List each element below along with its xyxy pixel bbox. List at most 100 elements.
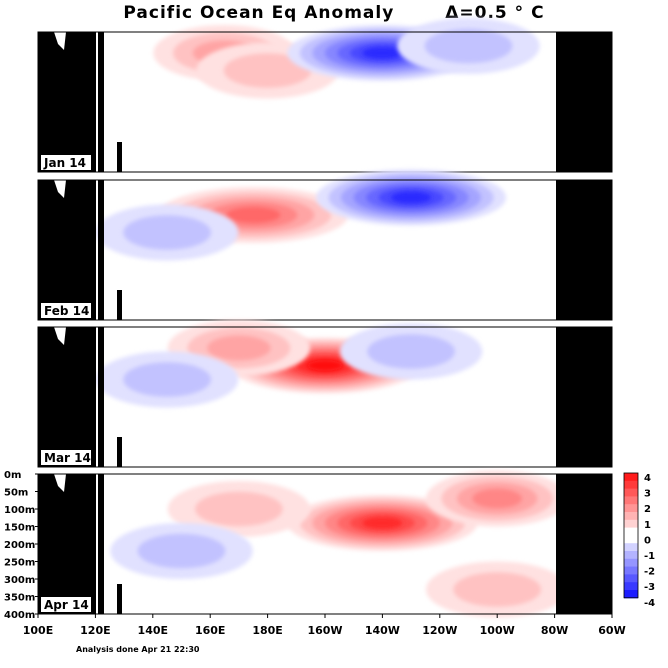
colorbar-segment	[624, 519, 638, 529]
land-strip	[98, 180, 104, 320]
anomaly-cold	[110, 523, 253, 579]
contour-level	[137, 533, 226, 569]
x-tick-label: 120W	[422, 624, 457, 637]
colorbar-tick-label: 3	[644, 489, 651, 500]
sea-gap	[104, 288, 116, 320]
y-tick-label: 300m	[4, 575, 35, 586]
anomaly-cold	[95, 204, 239, 261]
panel-label: Feb 14	[44, 304, 89, 318]
panel-label: Apr 14	[44, 598, 89, 612]
colorbar-segment	[624, 480, 638, 490]
contour-level	[367, 334, 455, 369]
coast-notch	[54, 327, 66, 345]
x-tick-label: 140E	[138, 624, 168, 637]
coast-notch	[54, 474, 66, 492]
land-strip	[98, 327, 104, 467]
colorbar-frame	[623, 472, 639, 599]
colorbar-segment	[624, 590, 638, 599]
colorbar-segment	[624, 473, 638, 482]
contour-level	[226, 207, 281, 223]
land-mask-west	[38, 32, 96, 172]
contour-level	[123, 362, 211, 397]
x-tick-label: 160E	[195, 624, 225, 637]
colorbar-tick-label: -1	[644, 551, 655, 562]
panel-frame	[37, 31, 613, 173]
island-bar	[117, 290, 122, 320]
anomaly-cold	[95, 351, 239, 408]
anomaly-warm	[167, 481, 311, 537]
anomaly-cold	[316, 169, 507, 226]
contour-level	[362, 47, 403, 59]
y-tick-label: 50m	[4, 488, 28, 499]
land-strip	[98, 32, 104, 172]
panel-label-box	[41, 155, 91, 170]
colorbar-tick-label: -2	[644, 567, 655, 578]
contour-level	[207, 335, 271, 361]
coast-notch	[54, 180, 66, 198]
sea-gap	[104, 435, 116, 467]
chart-title: Pacific Ocean Eq Anomaly Δ=0.5 ° C	[0, 3, 668, 23]
contour-level	[391, 191, 432, 204]
contour-level	[424, 28, 513, 64]
colorbar-segment	[624, 512, 638, 521]
colorbar-segment	[624, 496, 638, 505]
panel-frame	[37, 326, 613, 468]
contour-level	[453, 572, 542, 607]
land-mask-east	[556, 474, 612, 614]
panel-label: Mar 14	[44, 451, 91, 465]
land-mask-west	[38, 180, 96, 320]
contour-level	[195, 491, 283, 527]
panel-label: Jan 14	[43, 156, 86, 170]
land-mask-east	[556, 180, 612, 320]
panel-feb-14: Feb 14	[37, 169, 613, 321]
colorbar-tick-label: -4	[644, 598, 655, 609]
x-tick-label: 100W	[480, 624, 515, 637]
y-tick-label: 400m	[4, 610, 35, 621]
anomaly-warm	[287, 495, 478, 551]
colorbar-segment	[624, 535, 638, 544]
colorbar-segment	[624, 574, 638, 583]
colorbar-segment	[624, 488, 638, 497]
x-tick-label: 180E	[252, 624, 282, 637]
colorbar-tick-label: 2	[644, 504, 651, 515]
colorbar-segment	[624, 558, 638, 568]
panel-label-box	[41, 303, 91, 318]
colorbar-tick-label: 1	[644, 520, 651, 531]
land-strip	[98, 474, 104, 614]
panel-apr-14: Apr 14	[37, 470, 613, 618]
colorbar-tick-label: 4	[644, 473, 651, 484]
panel-label-box	[41, 597, 91, 612]
land-mask-west	[38, 474, 96, 614]
panel-mar-14: Mar 14	[37, 320, 613, 468]
contour-level	[123, 215, 211, 250]
colorbar-tick-label: 0	[644, 535, 651, 546]
x-tick-label: 140W	[365, 624, 400, 637]
land-mask-west	[38, 327, 96, 467]
panel-jan-14: Jan 14	[37, 18, 613, 173]
x-tick-label: 60W	[598, 624, 625, 637]
colorbar-segment	[624, 551, 638, 560]
sea-gap	[104, 140, 116, 172]
colorbar-segment	[624, 504, 638, 513]
y-tick-label: 150m	[4, 523, 35, 534]
island-bar	[117, 584, 122, 614]
colorbar-tick-label: -3	[644, 582, 655, 593]
colorbar-segment	[624, 543, 638, 552]
island-bar	[117, 142, 122, 172]
sea-gap	[104, 582, 116, 614]
y-tick-label: 0m	[4, 470, 21, 481]
y-tick-label: 350m	[4, 593, 35, 604]
contour-level	[307, 360, 343, 371]
contour-level	[472, 488, 522, 509]
x-tick-label: 120E	[80, 624, 110, 637]
x-tick-label: 160W	[307, 624, 342, 637]
y-tick-label: 200m	[4, 540, 35, 551]
land-mask-east	[556, 32, 612, 172]
colorbar-segment	[624, 527, 638, 536]
colorbar-segment	[624, 566, 638, 575]
anomaly-warm	[425, 561, 569, 618]
anomaly-cold	[397, 18, 540, 74]
island-bar	[117, 437, 122, 467]
anomaly-warm	[425, 470, 569, 527]
